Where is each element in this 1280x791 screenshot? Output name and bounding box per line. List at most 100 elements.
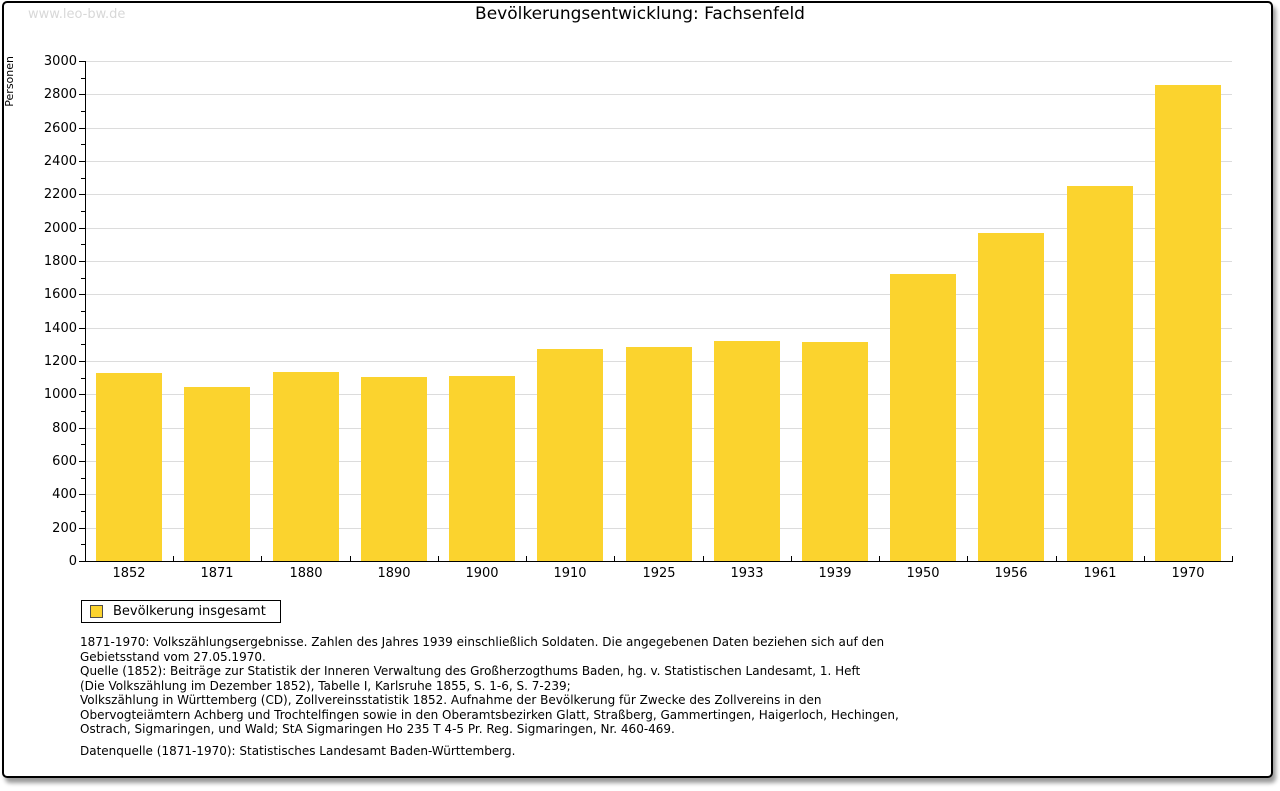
y-tick-label: 2800	[43, 87, 77, 102]
y-axis-line	[85, 61, 86, 562]
x-tick-label: 1950	[906, 566, 940, 581]
y-major-tick	[79, 561, 85, 562]
bar-1910	[537, 349, 603, 561]
chart-title: Bevölkerungsentwicklung: Fachsenfeld	[475, 4, 805, 24]
bar-1900	[449, 376, 515, 561]
bar-1890	[361, 377, 427, 561]
y-major-tick	[79, 428, 85, 429]
y-gridline	[85, 128, 1232, 129]
y-major-tick	[79, 528, 85, 529]
x-boundary-tick	[703, 556, 704, 561]
legend-label: Bevölkerung insgesamt	[113, 604, 266, 619]
y-tick-label: 2000	[43, 221, 77, 236]
x-tick-label: 1890	[377, 566, 411, 581]
y-major-tick	[79, 294, 85, 295]
source-note-line: Quelle (1852): Beiträge zur Statistik de…	[80, 664, 861, 679]
bar-1852	[96, 373, 162, 561]
source-notes: 1871-1970: Volkszählungsergebnisse. Zahl…	[80, 635, 899, 758]
y-major-tick	[79, 361, 85, 362]
x-boundary-tick	[1056, 556, 1057, 561]
y-tick-label: 1600	[43, 287, 77, 302]
y-tick-label: 2200	[43, 187, 77, 202]
x-boundary-tick	[791, 556, 792, 561]
bar-1956	[978, 233, 1044, 561]
y-major-tick	[79, 494, 85, 495]
x-boundary-tick	[261, 556, 262, 561]
y-minor-tick	[81, 111, 85, 112]
source-note-line: 1871-1970: Volkszählungsergebnisse. Zahl…	[80, 635, 885, 649]
x-boundary-tick	[879, 556, 880, 561]
y-major-tick	[79, 194, 85, 195]
y-major-tick	[79, 61, 85, 62]
x-boundary-tick	[967, 556, 968, 561]
datasource-line: Datenquelle (1871-1970): Statistisches L…	[80, 743, 516, 758]
source-note-line: Gebietsstand vom 27.05.1970.	[80, 649, 266, 664]
source-note-line: Obervogteiämtern Achberg und Trochtelfin…	[80, 707, 899, 722]
source-note-line: (Die Volkszählung im Dezember 1852), Tab…	[80, 678, 571, 693]
y-tick-label: 1200	[43, 354, 77, 369]
y-gridline	[85, 194, 1232, 195]
y-major-tick	[79, 328, 85, 329]
y-major-tick	[79, 94, 85, 95]
legend: Bevölkerung insgesamt	[81, 600, 281, 623]
y-minor-tick	[81, 378, 85, 379]
bar-1939	[802, 342, 868, 561]
y-gridline	[85, 94, 1232, 95]
y-tick-label: 400	[52, 487, 77, 502]
y-minor-tick	[81, 78, 85, 79]
y-minor-tick	[81, 244, 85, 245]
x-tick-label: 1910	[553, 566, 587, 581]
x-tick-label: 1900	[465, 566, 499, 581]
x-boundary-tick	[1232, 556, 1233, 561]
x-boundary-tick	[526, 556, 527, 561]
y-tick-label: 2600	[43, 121, 77, 136]
legend-swatch-icon	[90, 605, 103, 618]
y-minor-tick	[81, 144, 85, 145]
y-major-tick	[79, 261, 85, 262]
bar-1933	[714, 341, 780, 561]
bar-1925	[626, 347, 692, 561]
y-major-tick	[79, 394, 85, 395]
x-tick-label: 1970	[1171, 566, 1205, 581]
y-tick-label: 1800	[43, 254, 77, 269]
y-major-tick	[79, 461, 85, 462]
y-tick-label: 2400	[43, 154, 77, 169]
x-boundary-tick	[173, 556, 174, 561]
x-tick-label: 1871	[200, 566, 234, 581]
bar-1880	[273, 372, 339, 561]
y-minor-tick	[81, 344, 85, 345]
x-tick-label: 1852	[112, 566, 146, 581]
x-boundary-tick	[1144, 556, 1145, 561]
y-gridline	[85, 261, 1232, 262]
x-tick-label: 1880	[289, 566, 323, 581]
y-gridline	[85, 61, 1232, 62]
y-gridline	[85, 328, 1232, 329]
y-major-tick	[79, 161, 85, 162]
source-note-line: Ostrach, Sigmaringen, und Wald; StA Sigm…	[80, 722, 675, 737]
y-tick-label: 200	[52, 521, 77, 536]
y-tick-label: 800	[52, 421, 77, 436]
x-tick-label: 1925	[642, 566, 676, 581]
y-major-tick	[79, 128, 85, 129]
x-tick-label: 1956	[994, 566, 1028, 581]
y-minor-tick	[81, 544, 85, 545]
watermark: www.leo-bw.de	[28, 7, 126, 22]
y-minor-tick	[81, 278, 85, 279]
y-tick-label: 3000	[43, 54, 77, 69]
x-boundary-tick	[350, 556, 351, 561]
y-minor-tick	[81, 178, 85, 179]
y-tick-label: 0	[68, 554, 77, 569]
x-tick-label: 1933	[730, 566, 764, 581]
y-minor-tick	[81, 444, 85, 445]
y-minor-tick	[81, 511, 85, 512]
y-tick-label: 600	[52, 454, 77, 469]
x-boundary-tick	[438, 556, 439, 561]
x-axis-line	[85, 561, 1233, 562]
x-tick-label: 1961	[1083, 566, 1117, 581]
x-boundary-tick	[614, 556, 615, 561]
y-tick-label: 1400	[43, 321, 77, 336]
y-tick-label: 1000	[43, 387, 77, 402]
bar-1970	[1155, 85, 1221, 561]
bar-1961	[1067, 186, 1133, 561]
